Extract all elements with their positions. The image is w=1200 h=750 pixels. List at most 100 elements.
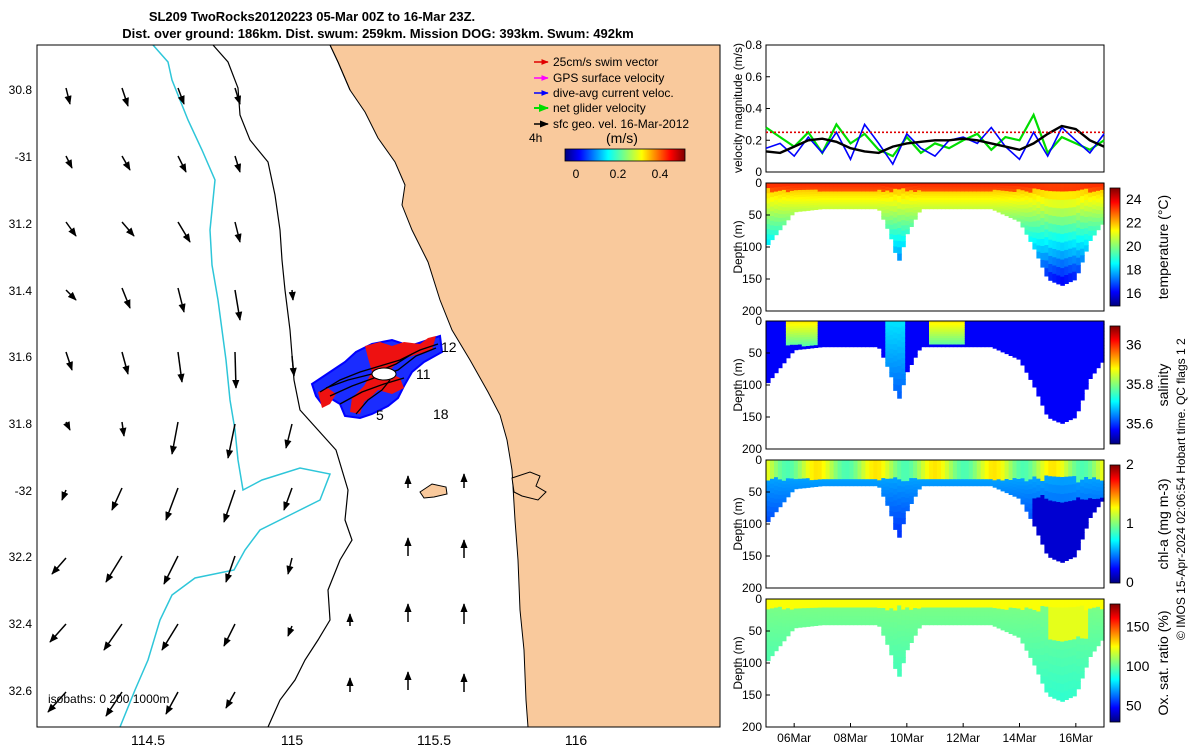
section-cell bbox=[1032, 199, 1037, 206]
section-cell bbox=[813, 623, 819, 626]
section-cell bbox=[984, 474, 990, 478]
section-cell bbox=[976, 466, 982, 470]
section-cell bbox=[817, 599, 823, 602]
section-cell bbox=[789, 204, 795, 208]
section-cell bbox=[817, 187, 823, 191]
section-cell bbox=[948, 193, 954, 197]
section-cell bbox=[766, 331, 771, 337]
section-cell bbox=[1040, 606, 1045, 614]
section-cell bbox=[968, 329, 974, 333]
section-cell bbox=[980, 325, 986, 328]
section-cell bbox=[1036, 226, 1041, 234]
section-cell bbox=[885, 216, 890, 222]
section-cell bbox=[833, 200, 839, 203]
section-cell bbox=[1032, 631, 1037, 638]
section-cell bbox=[984, 200, 990, 203]
section-cell bbox=[861, 609, 866, 613]
section-cell bbox=[933, 599, 938, 602]
section-cell bbox=[865, 323, 870, 326]
section-cell bbox=[813, 205, 819, 208]
section-cell bbox=[777, 194, 783, 200]
section-cell bbox=[853, 622, 859, 626]
section-cell bbox=[1028, 618, 1033, 624]
section-cell bbox=[1048, 255, 1053, 265]
section-cell bbox=[944, 193, 950, 197]
section-cell bbox=[853, 204, 859, 207]
section-cell bbox=[913, 204, 918, 208]
section-cell bbox=[809, 198, 815, 202]
section-cell bbox=[873, 470, 878, 474]
section-cell bbox=[881, 216, 886, 220]
section-cell bbox=[1052, 216, 1057, 225]
section-cell bbox=[984, 202, 990, 205]
section-cell bbox=[968, 613, 974, 617]
section-cell bbox=[785, 213, 791, 218]
section-cell bbox=[869, 202, 874, 205]
section-cell bbox=[1092, 473, 1097, 478]
section-cell bbox=[960, 193, 966, 197]
section-cell bbox=[964, 197, 970, 201]
geo-arrow bbox=[51, 557, 67, 575]
section-cell bbox=[960, 329, 966, 333]
section-cell bbox=[937, 344, 942, 348]
section-cell bbox=[992, 192, 998, 195]
section-cell bbox=[921, 329, 926, 333]
section-cell bbox=[1100, 602, 1105, 607]
section-cell bbox=[925, 466, 930, 470]
section-cell bbox=[992, 473, 998, 477]
section-cell bbox=[1000, 200, 1006, 205]
section-cell bbox=[857, 483, 863, 487]
section-cell bbox=[821, 481, 827, 484]
section-cell bbox=[805, 462, 811, 466]
section-cell bbox=[921, 206, 926, 210]
section-cell bbox=[1056, 615, 1061, 625]
section-cell bbox=[766, 229, 771, 235]
section-cell bbox=[1084, 522, 1089, 529]
section-cell bbox=[968, 464, 974, 467]
section-cell bbox=[777, 352, 783, 357]
section-cell bbox=[861, 335, 866, 339]
section-cell bbox=[770, 474, 775, 480]
section-cell bbox=[1032, 188, 1037, 195]
section-cell bbox=[984, 601, 990, 604]
section-cell bbox=[897, 327, 902, 335]
section-cell bbox=[837, 613, 843, 617]
section-cell bbox=[1020, 599, 1026, 604]
section-cell bbox=[770, 460, 775, 466]
section-cell bbox=[793, 622, 799, 626]
section-cell bbox=[825, 470, 831, 474]
section-cell bbox=[861, 323, 866, 326]
section-cell bbox=[873, 197, 878, 201]
section-cell bbox=[988, 601, 994, 604]
section-cell bbox=[797, 483, 803, 487]
section-cell bbox=[929, 477, 934, 480]
section-cell bbox=[841, 599, 847, 602]
section-cell bbox=[901, 374, 906, 380]
section-cell bbox=[885, 482, 890, 487]
section-cell bbox=[905, 599, 910, 604]
section-cell bbox=[785, 487, 791, 492]
section-cell bbox=[873, 607, 878, 611]
section-cell bbox=[1060, 633, 1065, 643]
section-cell bbox=[1036, 460, 1041, 467]
section-cell bbox=[909, 492, 914, 497]
section-cell bbox=[805, 321, 811, 324]
section-cell bbox=[1060, 641, 1065, 651]
section-cell bbox=[1080, 479, 1085, 487]
section-cell bbox=[901, 620, 906, 627]
section-cell bbox=[992, 610, 998, 614]
section-cell bbox=[933, 603, 938, 606]
section-cell bbox=[901, 363, 906, 370]
section-cell bbox=[937, 187, 942, 190]
section-cell bbox=[865, 333, 870, 337]
section-cell bbox=[849, 620, 855, 623]
section-cell bbox=[1084, 355, 1089, 362]
section-cell bbox=[972, 191, 978, 195]
section-cell bbox=[1084, 366, 1089, 373]
section-cell bbox=[801, 480, 807, 484]
section-cell bbox=[937, 329, 942, 333]
section-cell bbox=[805, 346, 811, 349]
section-cell bbox=[1020, 474, 1026, 479]
section-cell bbox=[1092, 364, 1097, 370]
section-cell bbox=[937, 472, 942, 476]
